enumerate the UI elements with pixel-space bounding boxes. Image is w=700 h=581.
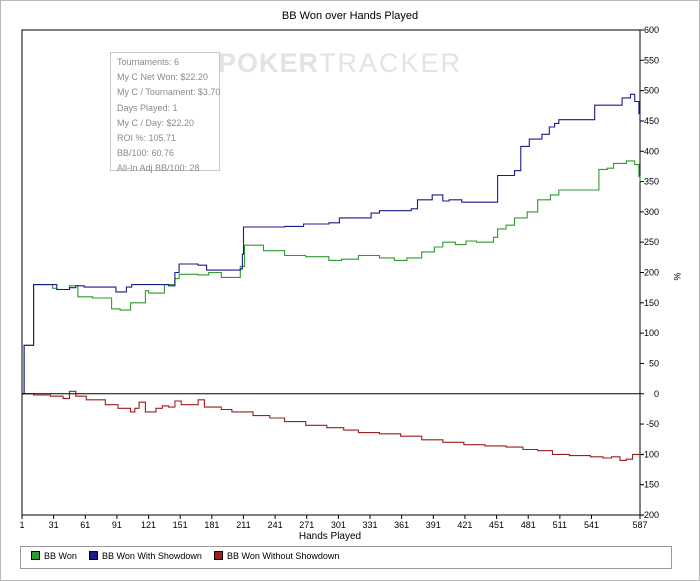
x-tick-label: 391 — [426, 520, 441, 530]
x-tick-label: 361 — [394, 520, 409, 530]
x-tick-label: 331 — [363, 520, 378, 530]
y-tick-label: 50 — [649, 358, 659, 368]
y-tick-label: 400 — [644, 146, 659, 156]
series-line-bb-won — [22, 160, 641, 395]
x-tick-label: 541 — [584, 520, 599, 530]
y-axis: 600550500450400350300250200150100500-50-… — [640, 25, 659, 520]
legend-swatch-bb-won — [31, 551, 40, 560]
x-tick-label: 121 — [141, 520, 156, 530]
x-tick-label: 481 — [521, 520, 536, 530]
x-tick-label: 511 — [553, 520, 567, 530]
series-lines — [22, 93, 641, 461]
watermark-right: TRACKER — [319, 48, 463, 78]
x-tick-label: 451 — [489, 520, 504, 530]
x-tick-label: 151 — [173, 520, 188, 530]
stat-net-won: My C Net Won: $22.20 — [117, 72, 208, 83]
legend-label: BB Won With Showdown — [102, 551, 202, 561]
y-tick-label: 450 — [644, 116, 659, 126]
x-tick-label: 271 — [299, 520, 314, 530]
y-tick-label: 300 — [644, 207, 659, 217]
x-tick-label: 61 — [80, 520, 90, 530]
series-line-bb-won-without-showdown — [22, 390, 641, 461]
y-tick-label: 600 — [644, 25, 659, 35]
legend-item-with-showdown: BB Won With Showdown — [89, 551, 202, 561]
x-axis-label: Hands Played — [298, 531, 362, 542]
y-tick-label: -150 — [641, 480, 659, 490]
y-tick-label: 250 — [644, 237, 659, 247]
y-tick-label: 0 — [654, 389, 659, 399]
y-tick-label: 200 — [644, 268, 659, 278]
stat-days-played: Days Played: 1 — [117, 102, 178, 113]
legend-swatch-with-showdown — [89, 551, 98, 560]
x-tick-label: 241 — [268, 520, 283, 530]
x-tick-label: 31 — [49, 520, 59, 530]
x-tick-label: 587 — [632, 520, 647, 530]
stat-per-day: My C / Day: $22.20 — [117, 117, 195, 128]
y-tick-label: 500 — [644, 86, 659, 96]
x-tick-label: 301 — [331, 520, 346, 530]
x-tick-label: 1 — [19, 520, 24, 530]
legend-label: BB Won Without Showdown — [227, 551, 340, 561]
x-tick-label: 181 — [204, 520, 219, 530]
x-tick-label: 211 — [236, 520, 250, 530]
x-tick-label: 421 — [457, 520, 472, 530]
stat-roi: ROI %: 105.71 — [117, 132, 177, 143]
legend-label: BB Won — [44, 551, 77, 561]
legend-item-bb-won: BB Won — [31, 551, 77, 561]
y-tick-label: -200 — [641, 510, 659, 520]
stat-per-tournament: My C / Tournament: $3.70 — [117, 87, 221, 98]
y-tick-label: 150 — [644, 298, 659, 308]
y-tick-label: 550 — [644, 55, 659, 65]
y-tick-label: -100 — [641, 449, 659, 459]
stat-tournaments: Tournaments: 6 — [117, 57, 180, 67]
y-tick-label: 350 — [644, 177, 659, 187]
y-tick-label: -50 — [646, 419, 659, 429]
chart-title: BB Won over Hands Played — [281, 10, 419, 22]
pokertracker-watermark-logo: POKERTRACKER — [218, 48, 462, 79]
stat-bb-100: BB/100: 60.76 — [117, 148, 175, 159]
y-tick-label: 100 — [644, 328, 659, 338]
stat-allin-adj: All-In Adj BB/100: 28 — [117, 163, 200, 174]
series-line-bb-won-with-showdown — [22, 93, 641, 395]
x-tick-label: 91 — [112, 520, 122, 530]
legend-item-without-showdown: BB Won Without Showdown — [214, 551, 339, 561]
stats-box: Tournaments: 6 My C Net Won: $22.20 My C… — [110, 52, 221, 173]
legend-swatch-without-showdown — [214, 551, 223, 560]
y-axis-label: % — [672, 273, 682, 281]
legend: BB Won BB Won With Showdown BB Won Witho… — [20, 546, 672, 569]
watermark-left: POKER — [218, 48, 320, 78]
x-axis: 1 31 61 91 121 151 181 211 241 271 301 331 361 391 421… — [19, 515, 648, 530]
